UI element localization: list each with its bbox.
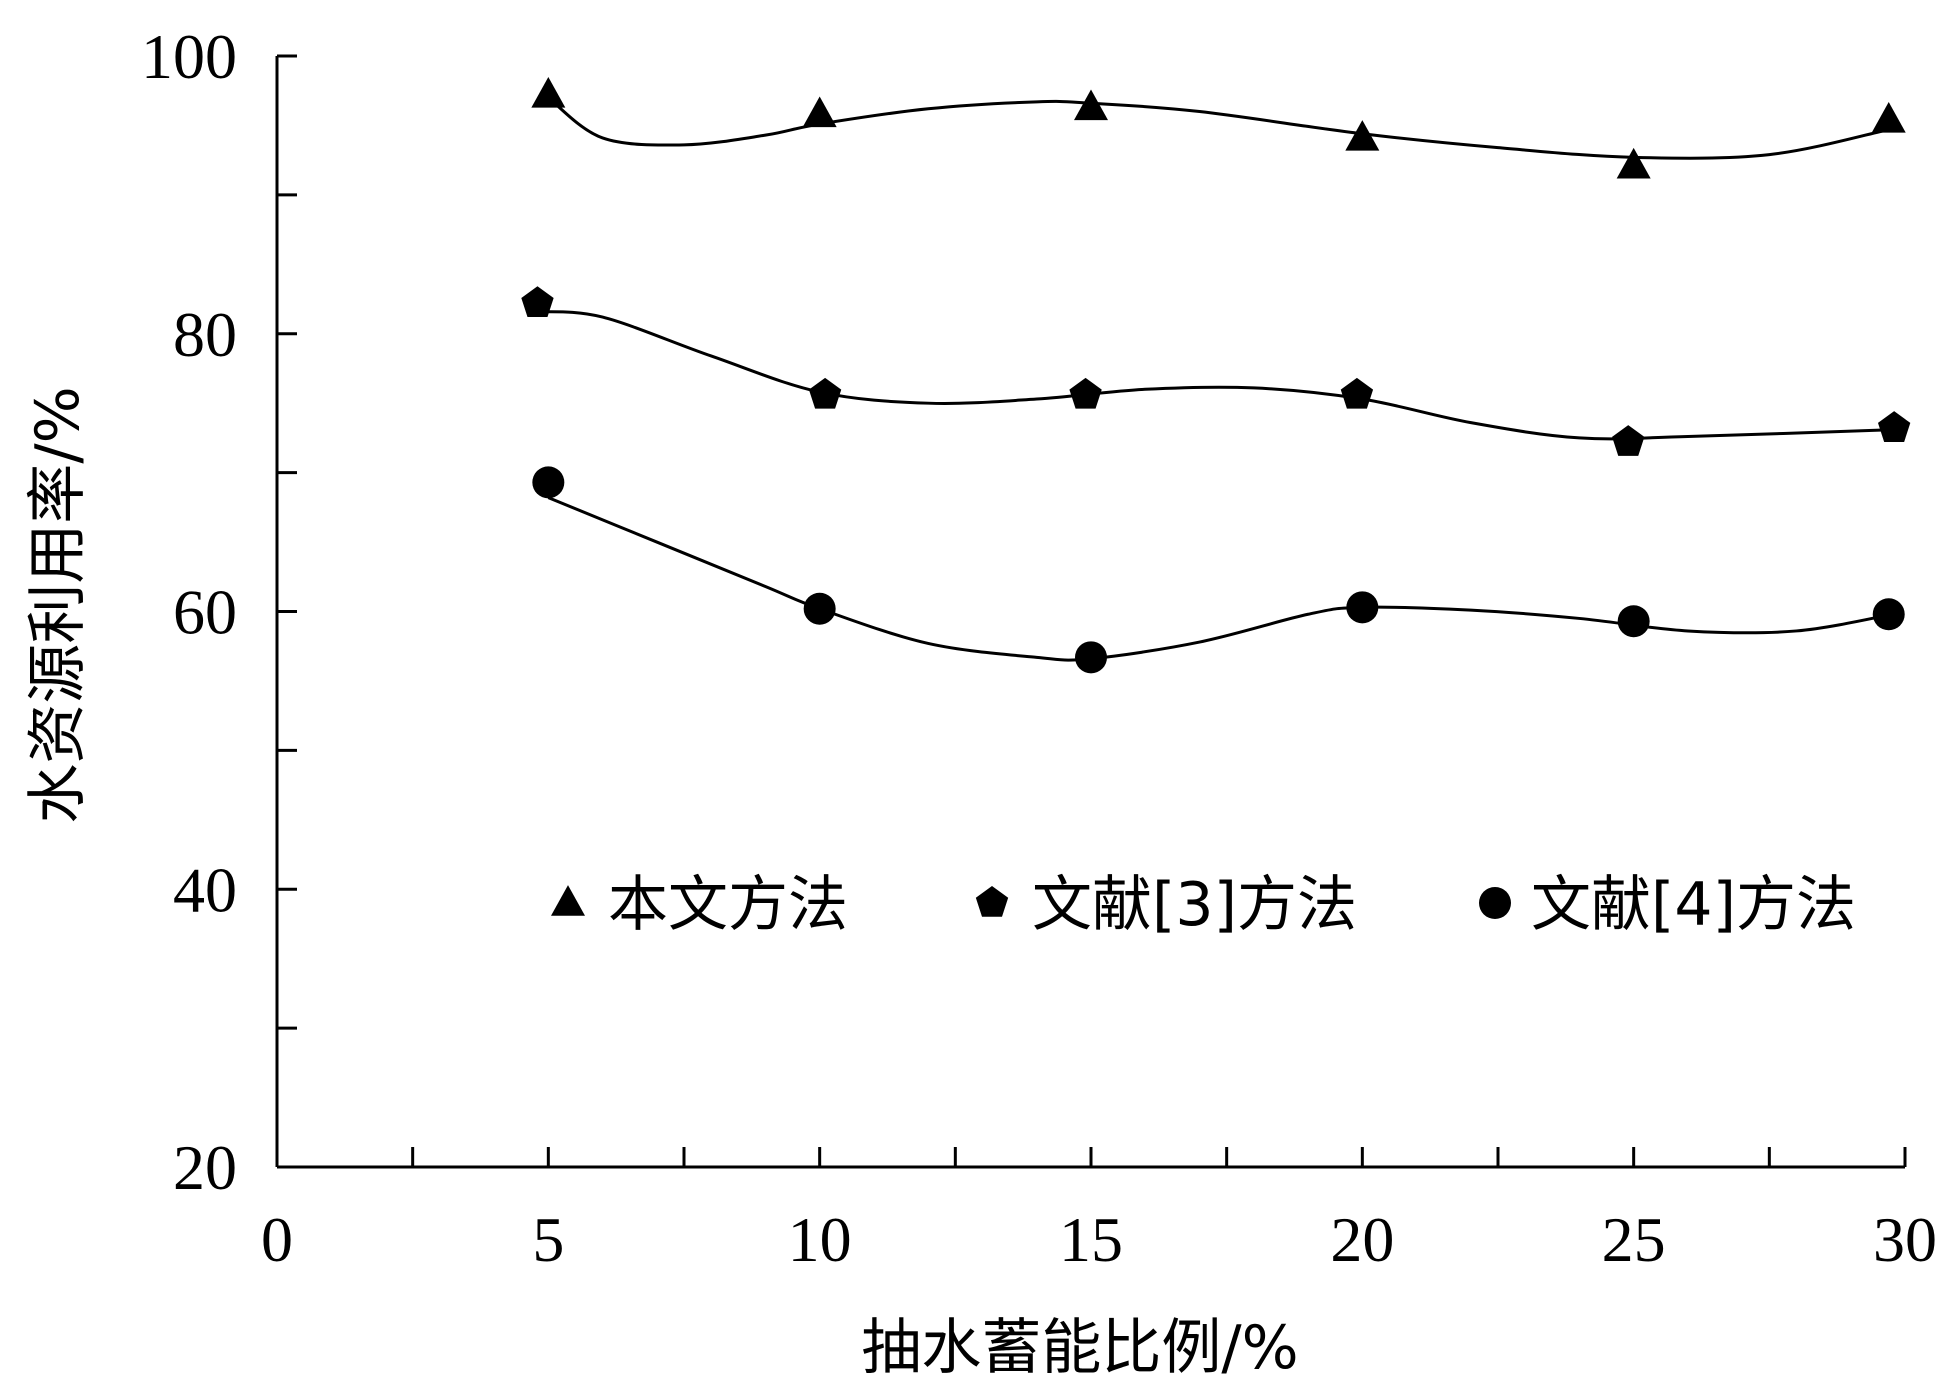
legend-marker-3 <box>1479 887 1511 919</box>
axes <box>275 56 1905 1169</box>
x-tick-label: 20 <box>1330 1204 1394 1275</box>
point-series-2 <box>1069 377 1102 409</box>
legend-marker-1 <box>551 885 585 916</box>
point-series-2 <box>521 286 554 317</box>
legend-label-3: 文献[4]方法 <box>1531 870 1856 940</box>
legend: 本文方法 文献[3]方法 文献[4]方法 <box>551 870 1856 940</box>
y-tick-label: 40 <box>173 854 237 925</box>
x-tick-label: 10 <box>788 1204 852 1275</box>
point-series-2 <box>1612 425 1645 456</box>
x-axis-title: 抽水蓄能比例/% <box>861 1313 1298 1383</box>
point-series-3 <box>1872 598 1905 631</box>
series-lines <box>537 96 1900 662</box>
point-series-3 <box>1075 641 1107 674</box>
point-series-3 <box>1346 591 1379 624</box>
legend-label-1: 本文方法 <box>608 870 848 940</box>
point-series-2 <box>1877 411 1911 442</box>
legend-label-2: 文献[3]方法 <box>1032 870 1357 940</box>
point-series-3 <box>532 466 565 499</box>
legend-marker-2 <box>975 886 1009 917</box>
series-markers <box>521 77 1911 674</box>
point-series-3 <box>803 592 836 625</box>
series-line-3 <box>547 496 1900 662</box>
x-tick-label: 0 <box>261 1204 293 1275</box>
y-tick-label: 20 <box>173 1132 237 1203</box>
ticks: 20 40 60 80 100 0 5 10 15 20 25 30 <box>141 21 1937 1275</box>
y-tick-label: 100 <box>141 21 237 92</box>
y-axis-title: 水资源利用率/% <box>23 386 93 823</box>
x-tick-label: 30 <box>1873 1204 1937 1275</box>
y-tick-label: 80 <box>173 299 237 370</box>
x-tick-label: 25 <box>1602 1204 1666 1275</box>
y-tick-label: 60 <box>173 577 237 648</box>
point-series-1 <box>1616 147 1651 179</box>
point-series-2 <box>808 377 842 409</box>
x-tick-label: 5 <box>532 1204 564 1275</box>
point-series-1 <box>1074 89 1108 121</box>
series-line-1 <box>547 96 1890 160</box>
point-series-3 <box>1617 605 1650 638</box>
series-line-2 <box>537 310 1895 441</box>
point-series-1 <box>802 96 837 128</box>
point-series-1 <box>1345 120 1380 151</box>
point-series-2 <box>1340 377 1374 409</box>
point-series-1 <box>531 77 566 108</box>
x-tick-label: 15 <box>1059 1204 1123 1275</box>
point-series-1 <box>1871 102 1906 133</box>
